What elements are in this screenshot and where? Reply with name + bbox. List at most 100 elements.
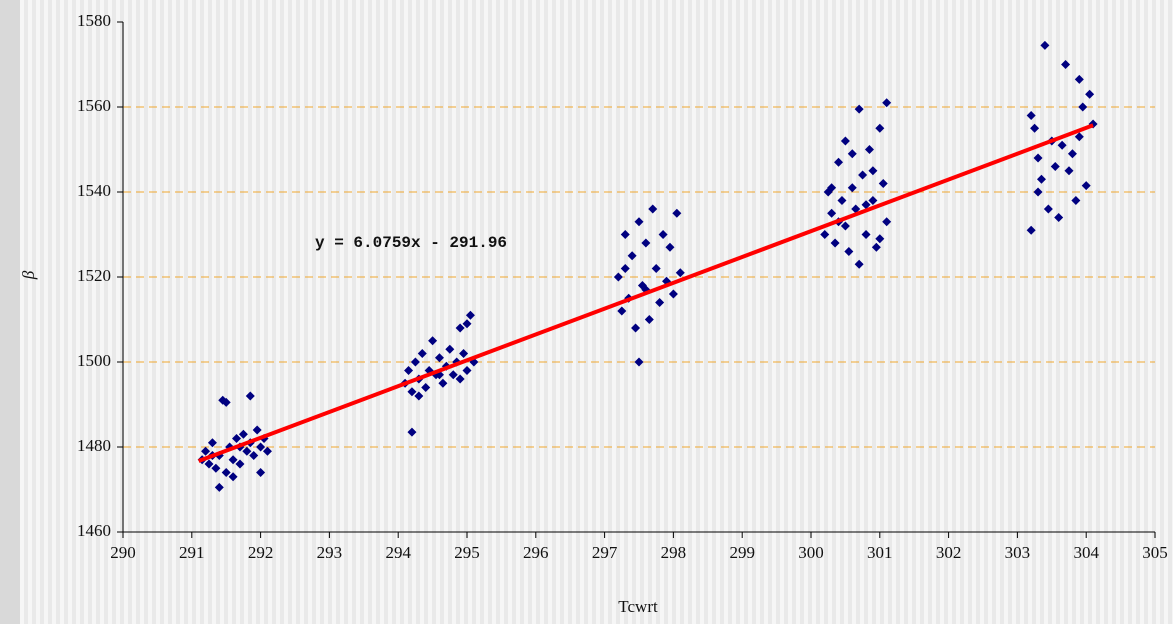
point	[854, 259, 864, 269]
point	[620, 230, 630, 239]
x-tick-label: 299	[729, 543, 755, 562]
x-tick-label: 300	[798, 543, 824, 562]
point	[844, 247, 854, 256]
point	[465, 310, 475, 320]
y-tick-label: 1560	[77, 96, 111, 115]
point	[878, 179, 888, 188]
point	[1078, 102, 1088, 112]
point	[414, 391, 424, 401]
point	[820, 230, 830, 239]
point	[242, 446, 252, 456]
point	[214, 482, 224, 492]
point	[672, 208, 682, 218]
point	[648, 204, 658, 214]
x-tick-label: 293	[317, 543, 343, 562]
y-tick-label: 1520	[77, 266, 111, 285]
point	[238, 429, 248, 439]
point	[201, 446, 211, 456]
point	[827, 208, 837, 218]
point	[232, 434, 242, 443]
point	[1026, 225, 1036, 235]
x-tick-label: 297	[592, 543, 618, 562]
point	[837, 196, 847, 205]
point	[641, 238, 651, 248]
x-axis-label: Tcwrt	[618, 597, 658, 616]
point	[827, 183, 837, 193]
point	[875, 123, 885, 133]
point	[417, 349, 427, 358]
point	[1040, 40, 1050, 50]
point	[434, 353, 444, 363]
x-tick-label: 296	[523, 543, 549, 562]
x-tick-label: 294	[385, 543, 411, 562]
x-tick-label: 292	[248, 543, 274, 562]
point	[211, 463, 221, 473]
point	[882, 98, 892, 108]
point	[847, 183, 857, 193]
x-tick-label: 290	[110, 543, 136, 562]
point	[882, 217, 892, 227]
y-axis-label: β	[19, 270, 38, 280]
point	[1071, 196, 1081, 205]
x-tick-label: 298	[661, 543, 687, 562]
point	[1050, 162, 1060, 171]
point	[613, 272, 623, 282]
point	[620, 264, 630, 273]
point	[204, 459, 214, 469]
trendline	[197, 123, 1094, 463]
point	[448, 370, 458, 380]
point	[235, 459, 245, 469]
point	[665, 242, 675, 252]
point	[631, 323, 641, 333]
point	[256, 468, 266, 477]
point	[1061, 60, 1071, 69]
point	[445, 344, 455, 354]
point	[854, 104, 864, 114]
point	[868, 166, 878, 176]
x-tick-label: 301	[867, 543, 893, 562]
x-tick-label: 302	[936, 543, 962, 562]
point	[861, 200, 871, 210]
point	[407, 427, 417, 437]
point	[462, 319, 472, 329]
point	[634, 357, 644, 367]
trend-equation: y = 6.0759x - 291.96	[315, 234, 507, 252]
point	[851, 204, 861, 214]
point	[617, 306, 627, 316]
point	[245, 391, 255, 401]
point	[858, 170, 868, 180]
y-tick-label: 1580	[77, 11, 111, 30]
point	[1081, 181, 1091, 191]
point	[252, 425, 262, 435]
x-tick-label: 295	[454, 543, 480, 562]
point	[875, 234, 885, 244]
point	[459, 349, 469, 358]
y-tick-label: 1460	[77, 521, 111, 540]
point	[462, 366, 472, 375]
point	[840, 221, 850, 231]
point	[221, 397, 231, 407]
point	[834, 157, 844, 167]
y-tick-label: 1500	[77, 351, 111, 370]
point	[1074, 74, 1084, 84]
point	[1033, 153, 1043, 163]
side-strip	[0, 0, 20, 624]
x-tick-label: 304	[1073, 543, 1099, 562]
point	[404, 366, 414, 375]
point	[651, 264, 661, 273]
point	[455, 374, 465, 384]
x-tick-label: 291	[179, 543, 205, 562]
point	[1067, 149, 1077, 159]
point	[864, 145, 874, 154]
y-tick-label: 1540	[77, 181, 111, 200]
point	[256, 442, 266, 452]
x-tick-label: 305	[1142, 543, 1168, 562]
point	[1085, 89, 1095, 99]
point	[228, 472, 238, 482]
point	[868, 196, 878, 205]
x-tick-label: 303	[1005, 543, 1031, 562]
point	[1057, 140, 1067, 150]
point	[840, 136, 850, 146]
point	[249, 451, 259, 460]
